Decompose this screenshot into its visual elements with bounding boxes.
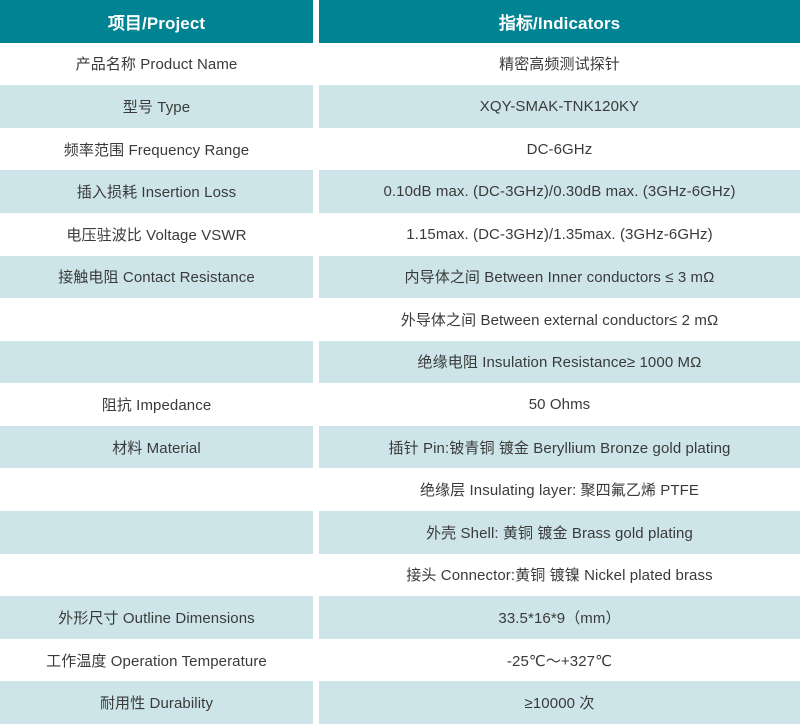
column-divider <box>313 42 319 86</box>
indicator-cell: 接头 Connector:黄铜 镀镍 Nickel plated brass <box>319 553 800 597</box>
indicator-cell: DC-6GHz <box>319 127 800 171</box>
column-divider <box>313 553 319 597</box>
project-cell: 接触电阻 Contact Resistance <box>0 255 313 299</box>
table-row: 外形尺寸 Outline Dimensions 33.5*16*9（mm） <box>0 596 800 639</box>
table-row: 耐用性 Durability ≥10000 次 <box>0 681 800 724</box>
indicator-cell: 1.15max. (DC-3GHz)/1.35max. (3GHz-6GHz) <box>319 212 800 256</box>
column-divider <box>313 681 319 724</box>
column-divider <box>313 425 319 469</box>
project-cell <box>0 340 313 384</box>
project-cell <box>0 298 313 341</box>
table-header-row: 项目/Project 指标/Indicators <box>0 0 800 43</box>
table-row: 型号 Type XQY-SMAK-TNK120KY <box>0 85 800 128</box>
indicator-cell: 0.10dB max. (DC-3GHz)/0.30dB max. (3GHz-… <box>319 170 800 213</box>
project-cell: 阻抗 Impedance <box>0 383 313 426</box>
column-divider <box>313 170 319 213</box>
project-cell: 产品名称 Product Name <box>0 42 313 86</box>
column-divider <box>313 511 319 554</box>
project-cell: 工作温度 Operation Temperature <box>0 638 313 682</box>
table-row: 外壳 Shell: 黄铜 镀金 Brass gold plating <box>0 511 800 554</box>
table-row: 接触电阻 Contact Resistance 内导体之间 Between In… <box>0 255 800 299</box>
column-divider <box>313 127 319 171</box>
project-cell <box>0 553 313 597</box>
header-cell-indicators: 指标/Indicators <box>319 0 800 43</box>
column-divider <box>313 383 319 426</box>
table-row: 绝缘电阻 Insulation Resistance≥ 1000 MΩ <box>0 340 800 384</box>
indicator-cell: 内导体之间 Between Inner conductors ≤ 3 mΩ <box>319 255 800 299</box>
table-row: 频率范围 Frequency Range DC-6GHz <box>0 127 800 171</box>
project-cell <box>0 511 313 554</box>
table-row: 绝缘层 Insulating layer: 聚四氟乙烯 PTFE <box>0 468 800 512</box>
indicator-cell: 绝缘层 Insulating layer: 聚四氟乙烯 PTFE <box>319 468 800 512</box>
column-divider <box>313 212 319 256</box>
table-row: 外导体之间 Between external conductor≤ 2 mΩ <box>0 298 800 341</box>
project-cell: 型号 Type <box>0 85 313 128</box>
project-cell: 频率范围 Frequency Range <box>0 127 313 171</box>
table-row: 材料 Material 插针 Pin:铍青铜 镀金 Beryllium Bron… <box>0 425 800 469</box>
table-row: 阻抗 Impedance 50 Ohms <box>0 383 800 426</box>
header-cell-project: 项目/Project <box>0 0 313 43</box>
table-row: 电压驻波比 Voltage VSWR 1.15max. (DC-3GHz)/1.… <box>0 212 800 256</box>
indicator-cell: 50 Ohms <box>319 383 800 426</box>
table-row: 插入损耗 Insertion Loss 0.10dB max. (DC-3GHz… <box>0 170 800 213</box>
indicator-cell: 外导体之间 Between external conductor≤ 2 mΩ <box>319 298 800 341</box>
column-divider <box>313 340 319 384</box>
project-cell: 材料 Material <box>0 425 313 469</box>
indicator-cell: 绝缘电阻 Insulation Resistance≥ 1000 MΩ <box>319 340 800 384</box>
indicator-cell: 插针 Pin:铍青铜 镀金 Beryllium Bronze gold plat… <box>319 425 800 469</box>
indicator-cell: XQY-SMAK-TNK120KY <box>319 85 800 128</box>
column-divider <box>313 638 319 682</box>
table-row: 产品名称 Product Name 精密高频测试探针 <box>0 42 800 86</box>
indicator-cell: 外壳 Shell: 黄铜 镀金 Brass gold plating <box>319 511 800 554</box>
project-cell: 耐用性 Durability <box>0 681 313 724</box>
project-cell: 外形尺寸 Outline Dimensions <box>0 596 313 639</box>
column-divider <box>313 596 319 639</box>
column-divider <box>313 85 319 128</box>
project-cell <box>0 468 313 512</box>
indicator-cell: -25℃～+327℃ <box>319 638 800 682</box>
project-cell: 电压驻波比 Voltage VSWR <box>0 212 313 256</box>
indicator-cell: 精密高频测试探针 <box>319 42 800 86</box>
indicator-cell: ≥10000 次 <box>319 681 800 724</box>
column-divider <box>313 468 319 512</box>
column-divider <box>313 0 319 43</box>
indicator-cell: 33.5*16*9（mm） <box>319 596 800 639</box>
column-divider <box>313 255 319 299</box>
column-divider <box>313 298 319 341</box>
table-row: 工作温度 Operation Temperature -25℃～+327℃ <box>0 638 800 682</box>
project-cell: 插入损耗 Insertion Loss <box>0 170 313 213</box>
table-row: 接头 Connector:黄铜 镀镍 Nickel plated brass <box>0 553 800 597</box>
